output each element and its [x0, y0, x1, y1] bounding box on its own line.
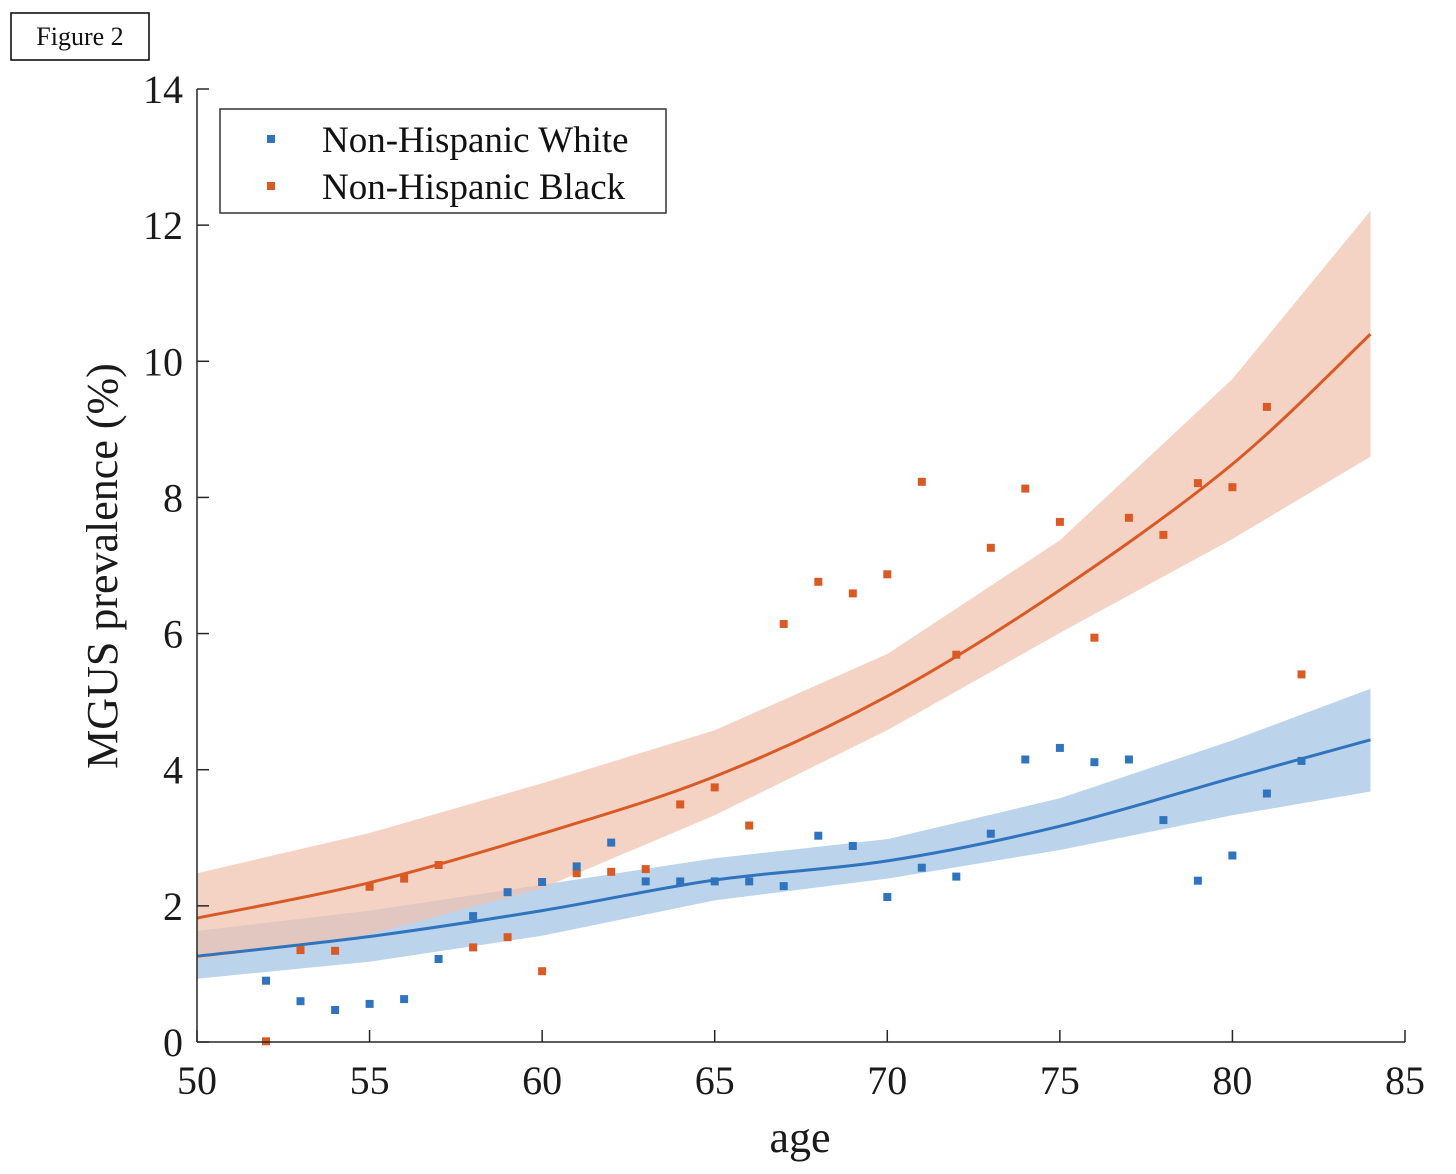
data-point-white — [538, 878, 547, 886]
data-point-black — [572, 869, 581, 878]
data-point-black — [1055, 517, 1064, 526]
y-tick-label: 8 — [163, 475, 183, 520]
confidence-band-black — [197, 210, 1371, 961]
data-point-black — [883, 570, 892, 579]
x-tick-label: 75 — [1040, 1058, 1080, 1103]
data-point-white — [1090, 758, 1099, 767]
data-point-white — [1159, 816, 1168, 825]
legend-label-black: Non-Hispanic Black — [322, 167, 626, 208]
data-point-black — [1124, 513, 1133, 522]
data-point-white — [1228, 851, 1237, 860]
legend-label-white: Non-Hispanic White — [322, 120, 629, 161]
data-point-white — [607, 838, 616, 847]
axes: 50 55 60 65 70 75 80 85 0 2 4 6 8 10 12 14 — [143, 67, 1425, 1103]
data-point-black — [538, 967, 547, 976]
y-tick-label: 6 — [163, 612, 183, 657]
data-point-black — [469, 943, 478, 952]
data-point-white — [1297, 756, 1306, 765]
legend: Non-Hispanic White Non-Hispanic Black — [219, 108, 667, 214]
data-point-white — [1124, 755, 1133, 764]
data-point-white — [952, 872, 961, 881]
data-point-white — [262, 976, 270, 985]
data-point-white — [1262, 789, 1271, 798]
data-point-black — [676, 800, 685, 809]
data-point-white — [676, 877, 685, 886]
fit-curve-black — [196, 333, 1372, 920]
x-tick-label: 55 — [350, 1058, 390, 1103]
data-point-black — [848, 589, 857, 598]
confidence-bands — [197, 210, 1371, 979]
data-point-black — [710, 783, 719, 792]
y-tick-label: 14 — [143, 67, 183, 112]
data-point-white — [779, 882, 788, 891]
fit-curves — [196, 333, 1372, 958]
data-point-black — [1090, 633, 1099, 642]
x-tick-label: 85 — [1385, 1058, 1425, 1103]
y-axis-title: MGUS prevalence (%) — [78, 363, 127, 769]
data-point-black — [952, 650, 961, 659]
y-tick-label: 10 — [143, 339, 183, 384]
x-tick-label: 50 — [177, 1058, 217, 1103]
data-point-white — [296, 997, 305, 1006]
data-point-white — [883, 893, 892, 901]
x-axis-title: age — [769, 1113, 830, 1162]
data-point-black — [1262, 402, 1271, 411]
data-point-black — [1159, 530, 1168, 539]
x-tick-label: 60 — [522, 1058, 562, 1103]
data-point-black — [434, 861, 443, 869]
legend-marker-black — [267, 182, 275, 190]
data-point-black — [917, 477, 926, 486]
data-point-black — [779, 620, 788, 628]
fit-curve-white — [196, 738, 1371, 958]
x-tick-label: 70 — [867, 1058, 907, 1103]
data-point-white — [434, 955, 443, 963]
data-point-black — [745, 821, 754, 830]
data-point-white — [1055, 743, 1064, 752]
data-point-black — [986, 543, 995, 552]
y-tick-label: 2 — [163, 884, 183, 929]
data-point-white — [745, 877, 754, 886]
data-point-white — [365, 999, 374, 1008]
data-point-black — [641, 865, 650, 874]
data-point-black — [1021, 484, 1030, 493]
data-point-black — [296, 946, 305, 955]
data-point-white — [469, 912, 478, 921]
legend-box — [219, 108, 667, 214]
data-points — [262, 402, 1306, 1046]
data-point-black — [331, 946, 340, 955]
data-point-white — [400, 995, 409, 1004]
data-point-white — [503, 888, 512, 897]
data-point-white — [331, 1006, 340, 1014]
data-point-white — [848, 842, 857, 850]
data-point-black — [503, 933, 512, 942]
data-point-black — [607, 867, 616, 876]
data-point-black — [1193, 479, 1202, 488]
y-tick-label: 0 — [163, 1020, 183, 1065]
y-tick-label: 4 — [163, 748, 183, 793]
x-tick-label: 80 — [1212, 1058, 1252, 1103]
data-point-white — [710, 877, 719, 886]
data-point-white — [986, 829, 995, 838]
figure-label-text: Figure 2 — [36, 22, 123, 51]
data-point-white — [572, 862, 581, 871]
data-point-black — [1228, 483, 1237, 492]
data-point-black — [814, 577, 823, 586]
data-point-white — [641, 877, 650, 886]
data-point-white — [1193, 876, 1202, 885]
legend-marker-white — [267, 135, 275, 143]
data-point-white — [814, 831, 823, 840]
x-tick-label: 65 — [695, 1058, 735, 1103]
confidence-band-white — [197, 688, 1371, 979]
figure-label: Figure 2 — [10, 12, 150, 61]
data-point-white — [1021, 755, 1030, 764]
y-tick-label: 12 — [143, 203, 183, 248]
data-point-black — [400, 874, 409, 883]
data-point-black — [1297, 670, 1306, 679]
data-point-white — [917, 863, 926, 872]
data-point-black — [365, 882, 374, 891]
